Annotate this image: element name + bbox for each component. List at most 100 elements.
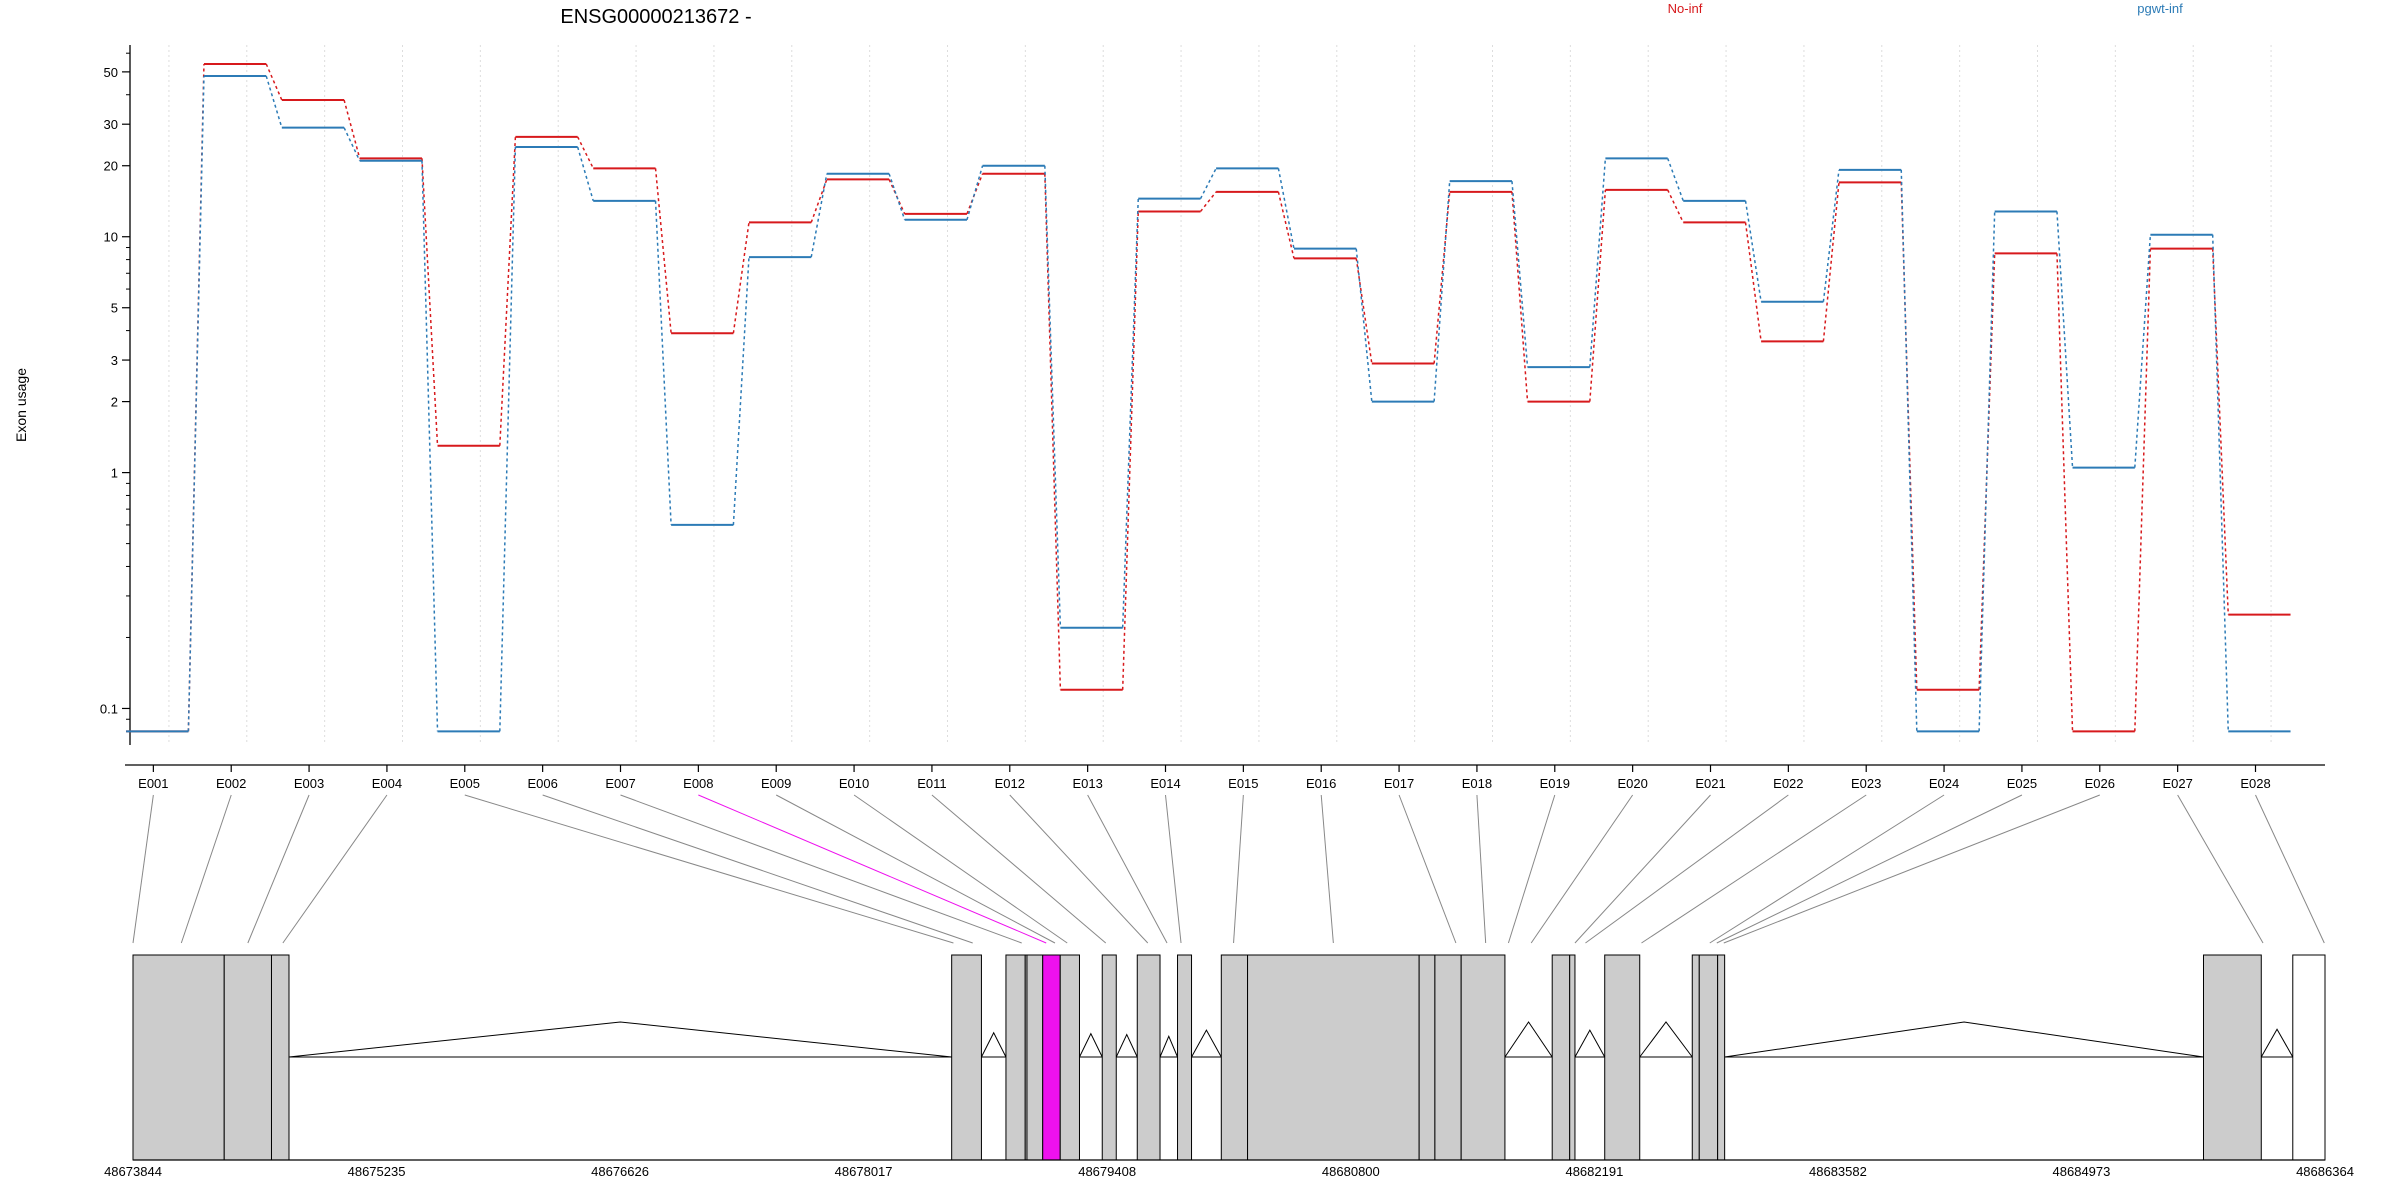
- y-tick-label: 3: [111, 353, 118, 368]
- exon-box: [1717, 954, 1726, 1161]
- series-connector: [810, 173, 828, 258]
- series-connector: [732, 222, 750, 334]
- x-tick-label: E012: [995, 776, 1025, 791]
- x-tick-label: E016: [1306, 776, 1336, 791]
- series-connector: [1044, 165, 1062, 628]
- series-connector: [1978, 211, 1996, 732]
- exon-box: [1418, 954, 1436, 1161]
- series-connector: [265, 63, 283, 101]
- genomic-tick-label: 48676626: [591, 1164, 649, 1179]
- y-axis: 0.1 1 2 3 5 10 20 30 50: [100, 45, 131, 745]
- exon-connector: [1165, 794, 1182, 944]
- x-tick-label: E019: [1540, 776, 1570, 791]
- series-connector: [2211, 234, 2229, 732]
- exon-connector: [1716, 794, 2023, 944]
- exon-connector: [1585, 794, 1789, 944]
- series-connector: [1589, 158, 1607, 368]
- series-connector: [1667, 189, 1684, 223]
- series-connector: [1744, 222, 1762, 342]
- genomic-tick-label: 48678017: [835, 1164, 893, 1179]
- exon-connector-lines: [132, 794, 2325, 944]
- legend-item-no-inf: No-inf: [1668, 1, 1703, 16]
- gene-model: [132, 954, 2326, 1161]
- x-tick-label: E026: [2085, 776, 2115, 791]
- series-connector: [1277, 191, 1295, 259]
- series-connector: [2056, 211, 2074, 468]
- x-tick-label: E023: [1851, 776, 1881, 791]
- intron-chevron: [1115, 1033, 1138, 1058]
- y-tick-label: 1: [111, 466, 118, 481]
- intron-chevron: [1159, 1034, 1178, 1058]
- series-connector: [1199, 191, 1217, 212]
- exon-box: [132, 954, 225, 1161]
- exon-connector: [1233, 794, 1244, 944]
- x-tick-label: E005: [450, 776, 480, 791]
- genomic-tick-label: 48673844: [104, 1164, 162, 1179]
- exon-connector: [698, 794, 1047, 944]
- y-tick-label: 30: [104, 117, 118, 132]
- exon-box: [1042, 954, 1061, 1161]
- exon-box: [1460, 954, 1506, 1161]
- exon-box: [1434, 954, 1462, 1161]
- series-connector: [732, 257, 750, 525]
- intron-chevron: [1574, 1029, 1606, 1058]
- series-connector: [343, 127, 361, 162]
- series-connector: [966, 165, 984, 220]
- series-connector: [499, 147, 517, 732]
- exon-connector: [1087, 794, 1168, 944]
- exon-box: [1005, 954, 1026, 1161]
- x-tick-label: E006: [527, 776, 557, 791]
- series-connector: [1511, 191, 1529, 402]
- genomic-tick-label: 48679408: [1078, 1164, 1136, 1179]
- exon-box: [1551, 954, 1571, 1161]
- x-tick-label: E025: [2007, 776, 2037, 791]
- series-connector: [1433, 181, 1451, 402]
- exon-connector: [542, 794, 973, 944]
- exon-connector: [180, 794, 232, 944]
- intron-chevron: [980, 1031, 1007, 1058]
- exon-connector: [1641, 794, 1867, 944]
- series-connector: [343, 99, 361, 159]
- series-connector: [2056, 253, 2074, 732]
- exon-connector: [2177, 794, 2264, 944]
- exon-box: [1177, 954, 1193, 1161]
- exon-connector: [1530, 794, 1634, 944]
- y-tick-label: 5: [111, 301, 118, 316]
- x-tick-label: E007: [605, 776, 635, 791]
- exon-connector: [620, 794, 1022, 944]
- exon-box: [2292, 954, 2326, 1161]
- intron-chevron: [2260, 1028, 2294, 1058]
- intron-chevron: [1504, 1021, 1553, 1058]
- exon-box: [951, 954, 982, 1161]
- intron-chevron: [1639, 1021, 1693, 1058]
- series-connector: [265, 75, 283, 128]
- exon-box: [1136, 954, 1161, 1161]
- series-connector: [1822, 182, 1840, 342]
- x-tick-label: E028: [2240, 776, 2270, 791]
- series-connector: [654, 200, 672, 525]
- x-tick-label: E011: [917, 776, 946, 791]
- series-connector: [2134, 234, 2152, 468]
- exon-connector: [853, 794, 1068, 944]
- exon-connector: [247, 794, 310, 944]
- intron-chevron: [288, 1021, 952, 1058]
- y-tick-label: 50: [104, 65, 118, 80]
- x-tick-label: E013: [1072, 776, 1102, 791]
- exon-box: [1026, 954, 1044, 1161]
- series-connector: [2134, 248, 2152, 732]
- exon-connector: [1574, 794, 1711, 944]
- exon-connector: [1507, 794, 1556, 944]
- series-connector: [1666, 158, 1684, 202]
- series-connector: [1744, 200, 1762, 302]
- series-connector: [966, 173, 984, 215]
- series-connector: [1277, 168, 1295, 249]
- series-connector: [1589, 189, 1607, 402]
- intron-chevron: [1079, 1032, 1103, 1058]
- intron-chevron: [1724, 1021, 2204, 1058]
- genomic-tick-label: 48686364: [2296, 1164, 2354, 1179]
- series-connector: [421, 158, 439, 446]
- exon-connector: [282, 794, 388, 944]
- series-connector: [1822, 169, 1840, 302]
- series-connector: [1433, 191, 1451, 364]
